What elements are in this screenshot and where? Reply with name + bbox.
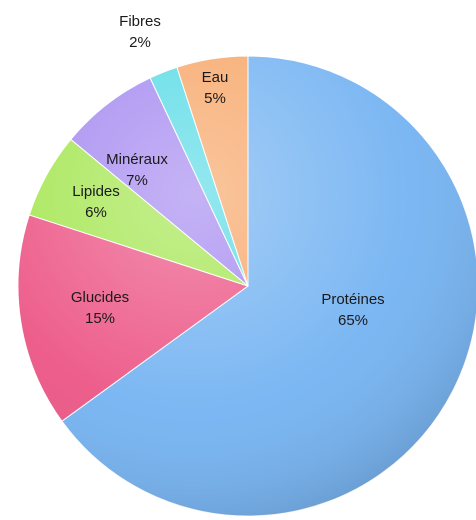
slice-label: Minéraux xyxy=(106,151,168,168)
slice-label: Fibres xyxy=(119,13,161,30)
slice-value: 5% xyxy=(204,90,226,107)
slice-value: 7% xyxy=(126,172,148,189)
slice-label: Glucides xyxy=(71,289,129,306)
slice-label: Protéines xyxy=(321,291,384,308)
slice-value: 6% xyxy=(85,204,107,221)
slice-label: Eau xyxy=(202,69,229,86)
slice-value: 2% xyxy=(129,34,151,51)
slice-value: 65% xyxy=(338,312,368,329)
slice-value: 15% xyxy=(85,310,115,327)
slice-label: Lipides xyxy=(72,183,120,200)
